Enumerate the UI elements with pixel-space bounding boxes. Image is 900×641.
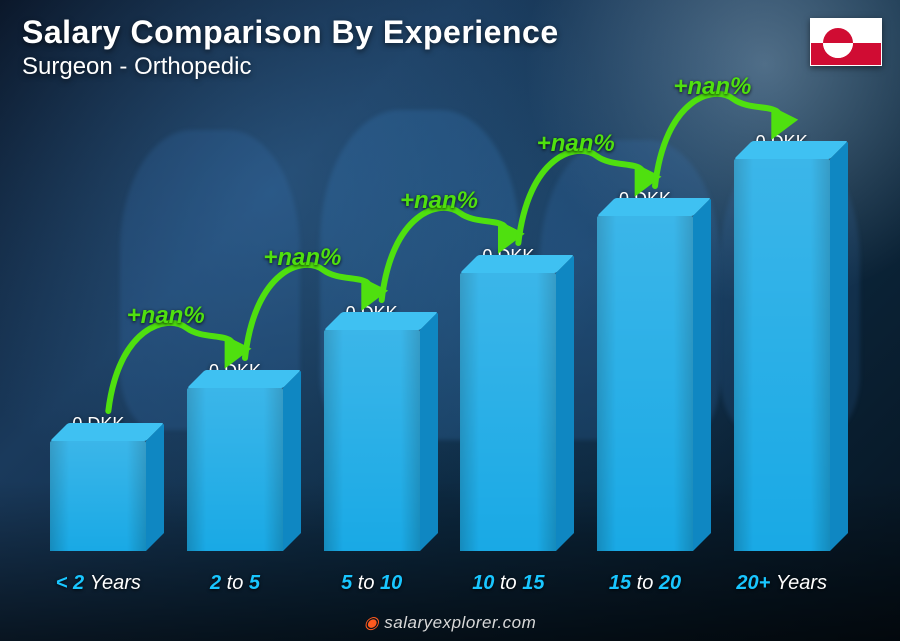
bar-slot: 0 DKK10 to 15 (440, 110, 577, 551)
bar-front-face (597, 216, 693, 551)
bar-front-face (187, 388, 283, 551)
cat-main: 2 (210, 572, 221, 594)
cat-main: 5 (341, 572, 352, 594)
bar-side-face (693, 198, 711, 551)
bar-side-face (830, 141, 848, 551)
bar-slot: 0 DKK2 to 5 (167, 110, 304, 551)
bar-side-face (420, 312, 438, 551)
brand-text: salaryexplorer.com (384, 613, 536, 632)
bar-chart: 0 DKK< 2 Years0 DKK2 to 50 DKK5 to 100 D… (30, 110, 850, 551)
bar (324, 330, 420, 551)
cat-main: 20+ (736, 572, 770, 594)
bar-side-face (556, 255, 574, 551)
brand-logo-icon: ◉ (364, 613, 379, 632)
cat-end: 20 (659, 572, 681, 594)
page-title: Salary Comparison By Experience (22, 14, 559, 51)
bar-top-face (324, 312, 438, 330)
footer-brand: ◉ salaryexplorer.com (0, 613, 900, 633)
cat-join: to (227, 572, 244, 594)
country-flag-greenland (810, 18, 882, 66)
cat-suffix: Years (90, 572, 141, 594)
bar-slot: 0 DKK5 to 10 (303, 110, 440, 551)
cat-main: 15 (609, 572, 631, 594)
bar (50, 441, 146, 551)
cat-join: to (500, 572, 517, 594)
infographic-stage: Salary Comparison By Experience Surgeon … (0, 0, 900, 641)
category-label: 2 to 5 (210, 572, 260, 595)
bar-slot: 0 DKK< 2 Years (30, 110, 167, 551)
category-label: 20+ Years (736, 572, 827, 595)
cat-join: to (358, 572, 375, 594)
bar (734, 159, 830, 551)
cat-end: 10 (380, 572, 402, 594)
bar (597, 216, 693, 551)
cat-join: to (637, 572, 654, 594)
cat-end: 5 (249, 572, 260, 594)
bar (460, 273, 556, 551)
bar-top-face (734, 141, 848, 159)
bar-front-face (324, 330, 420, 551)
bars-container: 0 DKK< 2 Years0 DKK2 to 50 DKK5 to 100 D… (30, 110, 850, 551)
cat-end: 15 (522, 572, 544, 594)
bar-slot: 0 DKK20+ Years (713, 110, 850, 551)
category-label: 10 to 15 (472, 572, 544, 595)
bar (187, 388, 283, 551)
title-block: Salary Comparison By Experience Surgeon … (22, 14, 559, 81)
bar-front-face (734, 159, 830, 551)
bar-slot: 0 DKK15 to 20 (577, 110, 714, 551)
cat-main: 10 (472, 572, 494, 594)
bar-side-face (283, 370, 301, 551)
category-label: 15 to 20 (609, 572, 681, 595)
page-subtitle: Surgeon - Orthopedic (22, 53, 559, 81)
flag-svg (811, 19, 882, 66)
category-label: < 2 Years (56, 572, 141, 595)
cat-suffix: Years (776, 572, 827, 594)
bar-front-face (460, 273, 556, 551)
bar-side-face (146, 423, 164, 551)
cat-main: < 2 (56, 572, 84, 594)
category-label: 5 to 10 (341, 572, 402, 595)
bar-front-face (50, 441, 146, 551)
